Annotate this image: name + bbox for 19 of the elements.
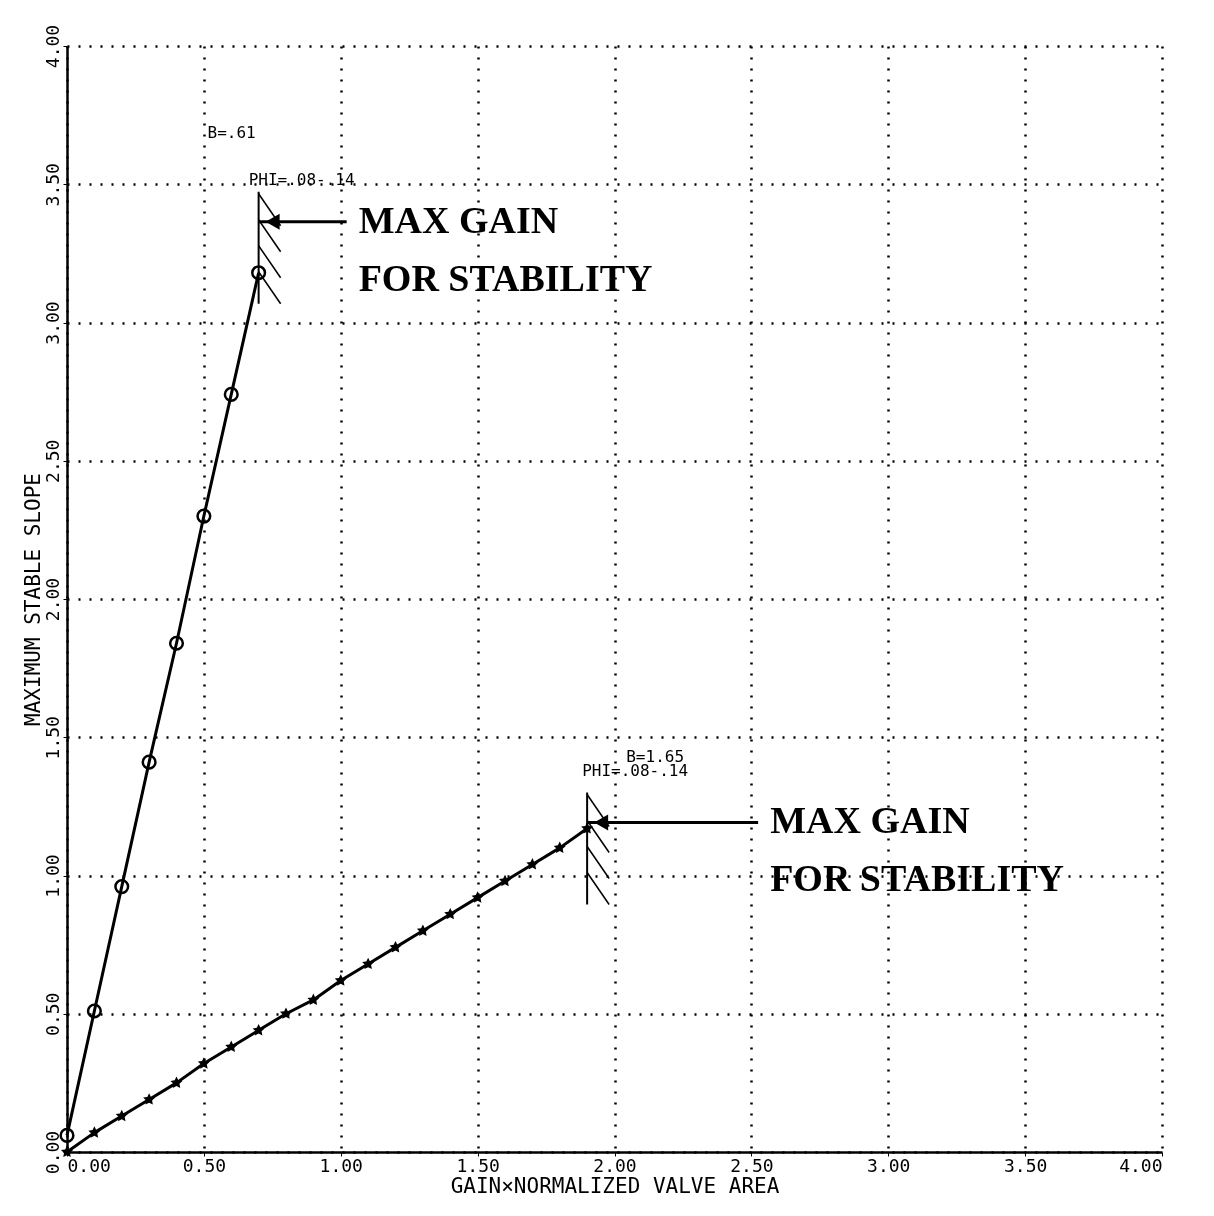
annotation: B=.61: [207, 122, 256, 142]
y-tick-label: 4.00: [41, 24, 63, 69]
x-tick-label: 1.00: [319, 1154, 363, 1176]
y-tick-label: 1.00: [41, 854, 63, 898]
annotation: MAX GAIN FOR STABILITY: [770, 799, 1064, 900]
y-tick-label: 3.50: [41, 163, 63, 207]
x-tick-label: 4.00: [1119, 1154, 1163, 1176]
x-axis-title: GAIN×NORMALIZED VALVE AREA: [450, 1173, 780, 1198]
y-tick-label: 0.50: [41, 992, 63, 1036]
x-tick-label: 1.50: [456, 1154, 500, 1176]
x-tick-label: 0.50: [182, 1154, 227, 1176]
x-tick-label: 3.50: [1003, 1154, 1048, 1176]
y-tick-label: 3.00: [41, 301, 63, 345]
annotation: MAX GAIN FOR STABILITY: [358, 198, 653, 299]
annotation: PHI=.08-.14: [248, 169, 355, 189]
x-tick-label: 2.00: [593, 1154, 637, 1176]
x-tick-label: 2.50: [730, 1154, 774, 1176]
x-tick-label: 0.00: [67, 1154, 111, 1176]
x-tick-label: 3.00: [867, 1154, 911, 1176]
